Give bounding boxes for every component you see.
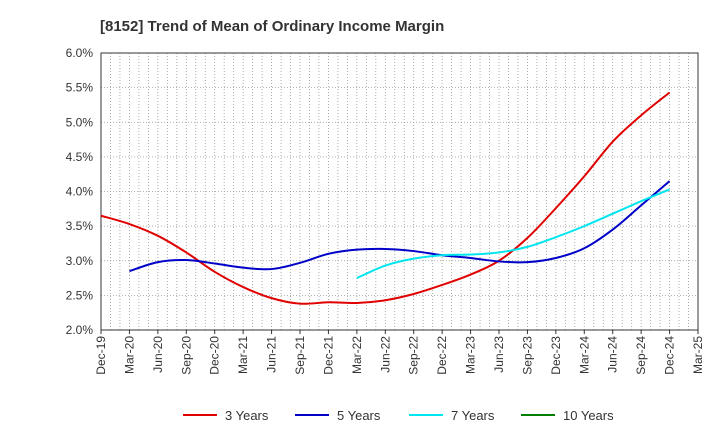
x-tick-label: Jun-22	[378, 336, 392, 373]
x-tick-label: Dec-23	[549, 336, 563, 375]
y-axis-ticks: 2.0% 2.5% 3.0% 3.5% 4.0% 4.5% 5.0% 5.5% 6.0%	[66, 46, 94, 337]
legend-label: 7 Years	[451, 408, 495, 423]
series-line-7-years	[356, 188, 670, 279]
x-axis-ticks: Dec-19 Mar-20 Jun-20 Sep-20 Dec-20 Mar-21 Jun-…	[94, 330, 705, 375]
x-tick-label: Dec-21	[321, 336, 335, 375]
x-tick-label: Sep-24	[634, 336, 648, 375]
y-tick-label: 6.0%	[66, 46, 94, 60]
x-tick-label: Mar-22	[350, 336, 364, 374]
chart-title: [8152] Trend of Mean of Ordinary Income …	[100, 18, 444, 35]
y-tick-label: 3.0%	[66, 254, 94, 268]
x-tick-label: Dec-22	[435, 336, 449, 375]
y-tick-label: 4.0%	[66, 185, 94, 199]
x-tick-label: Mar-20	[122, 336, 136, 374]
x-tick-label: Dec-20	[208, 336, 222, 375]
x-tick-label: Jun-20	[151, 336, 165, 373]
legend-label: 10 Years	[563, 408, 614, 423]
x-tick-label: Dec-24	[663, 336, 677, 375]
x-tick-label: Jun-23	[492, 336, 506, 373]
y-tick-label: 3.5%	[66, 219, 94, 233]
x-tick-label: Dec-19	[94, 336, 108, 375]
x-tick-label: Sep-20	[179, 336, 193, 375]
y-tick-label: 4.5%	[66, 150, 94, 164]
plot-frame	[100, 52, 699, 331]
x-tick-label: Jun-21	[265, 336, 279, 373]
x-tick-label: Jun-24	[606, 336, 620, 373]
legend-label: 5 Years	[337, 408, 381, 423]
y-tick-label: 2.5%	[66, 288, 94, 302]
x-tick-label: Mar-23	[464, 336, 478, 374]
series-line-5-years	[129, 180, 671, 273]
x-tick-label: Mar-24	[577, 336, 591, 374]
x-tick-label: Mar-21	[236, 336, 250, 374]
series-lines	[100, 91, 671, 305]
legend: 3 Years 5 Years 7 Years 10 Years	[183, 408, 614, 423]
series-line-3-years	[100, 91, 671, 305]
x-tick-label: Sep-23	[520, 336, 534, 375]
x-tick-label: Mar-25	[691, 336, 705, 374]
y-tick-label: 5.0%	[66, 115, 94, 129]
y-tick-label: 5.5%	[66, 81, 94, 95]
legend-label: 3 Years	[225, 408, 269, 423]
y-tick-label: 2.0%	[66, 323, 94, 337]
x-tick-label: Sep-21	[293, 336, 307, 375]
x-tick-label: Sep-22	[407, 336, 421, 375]
